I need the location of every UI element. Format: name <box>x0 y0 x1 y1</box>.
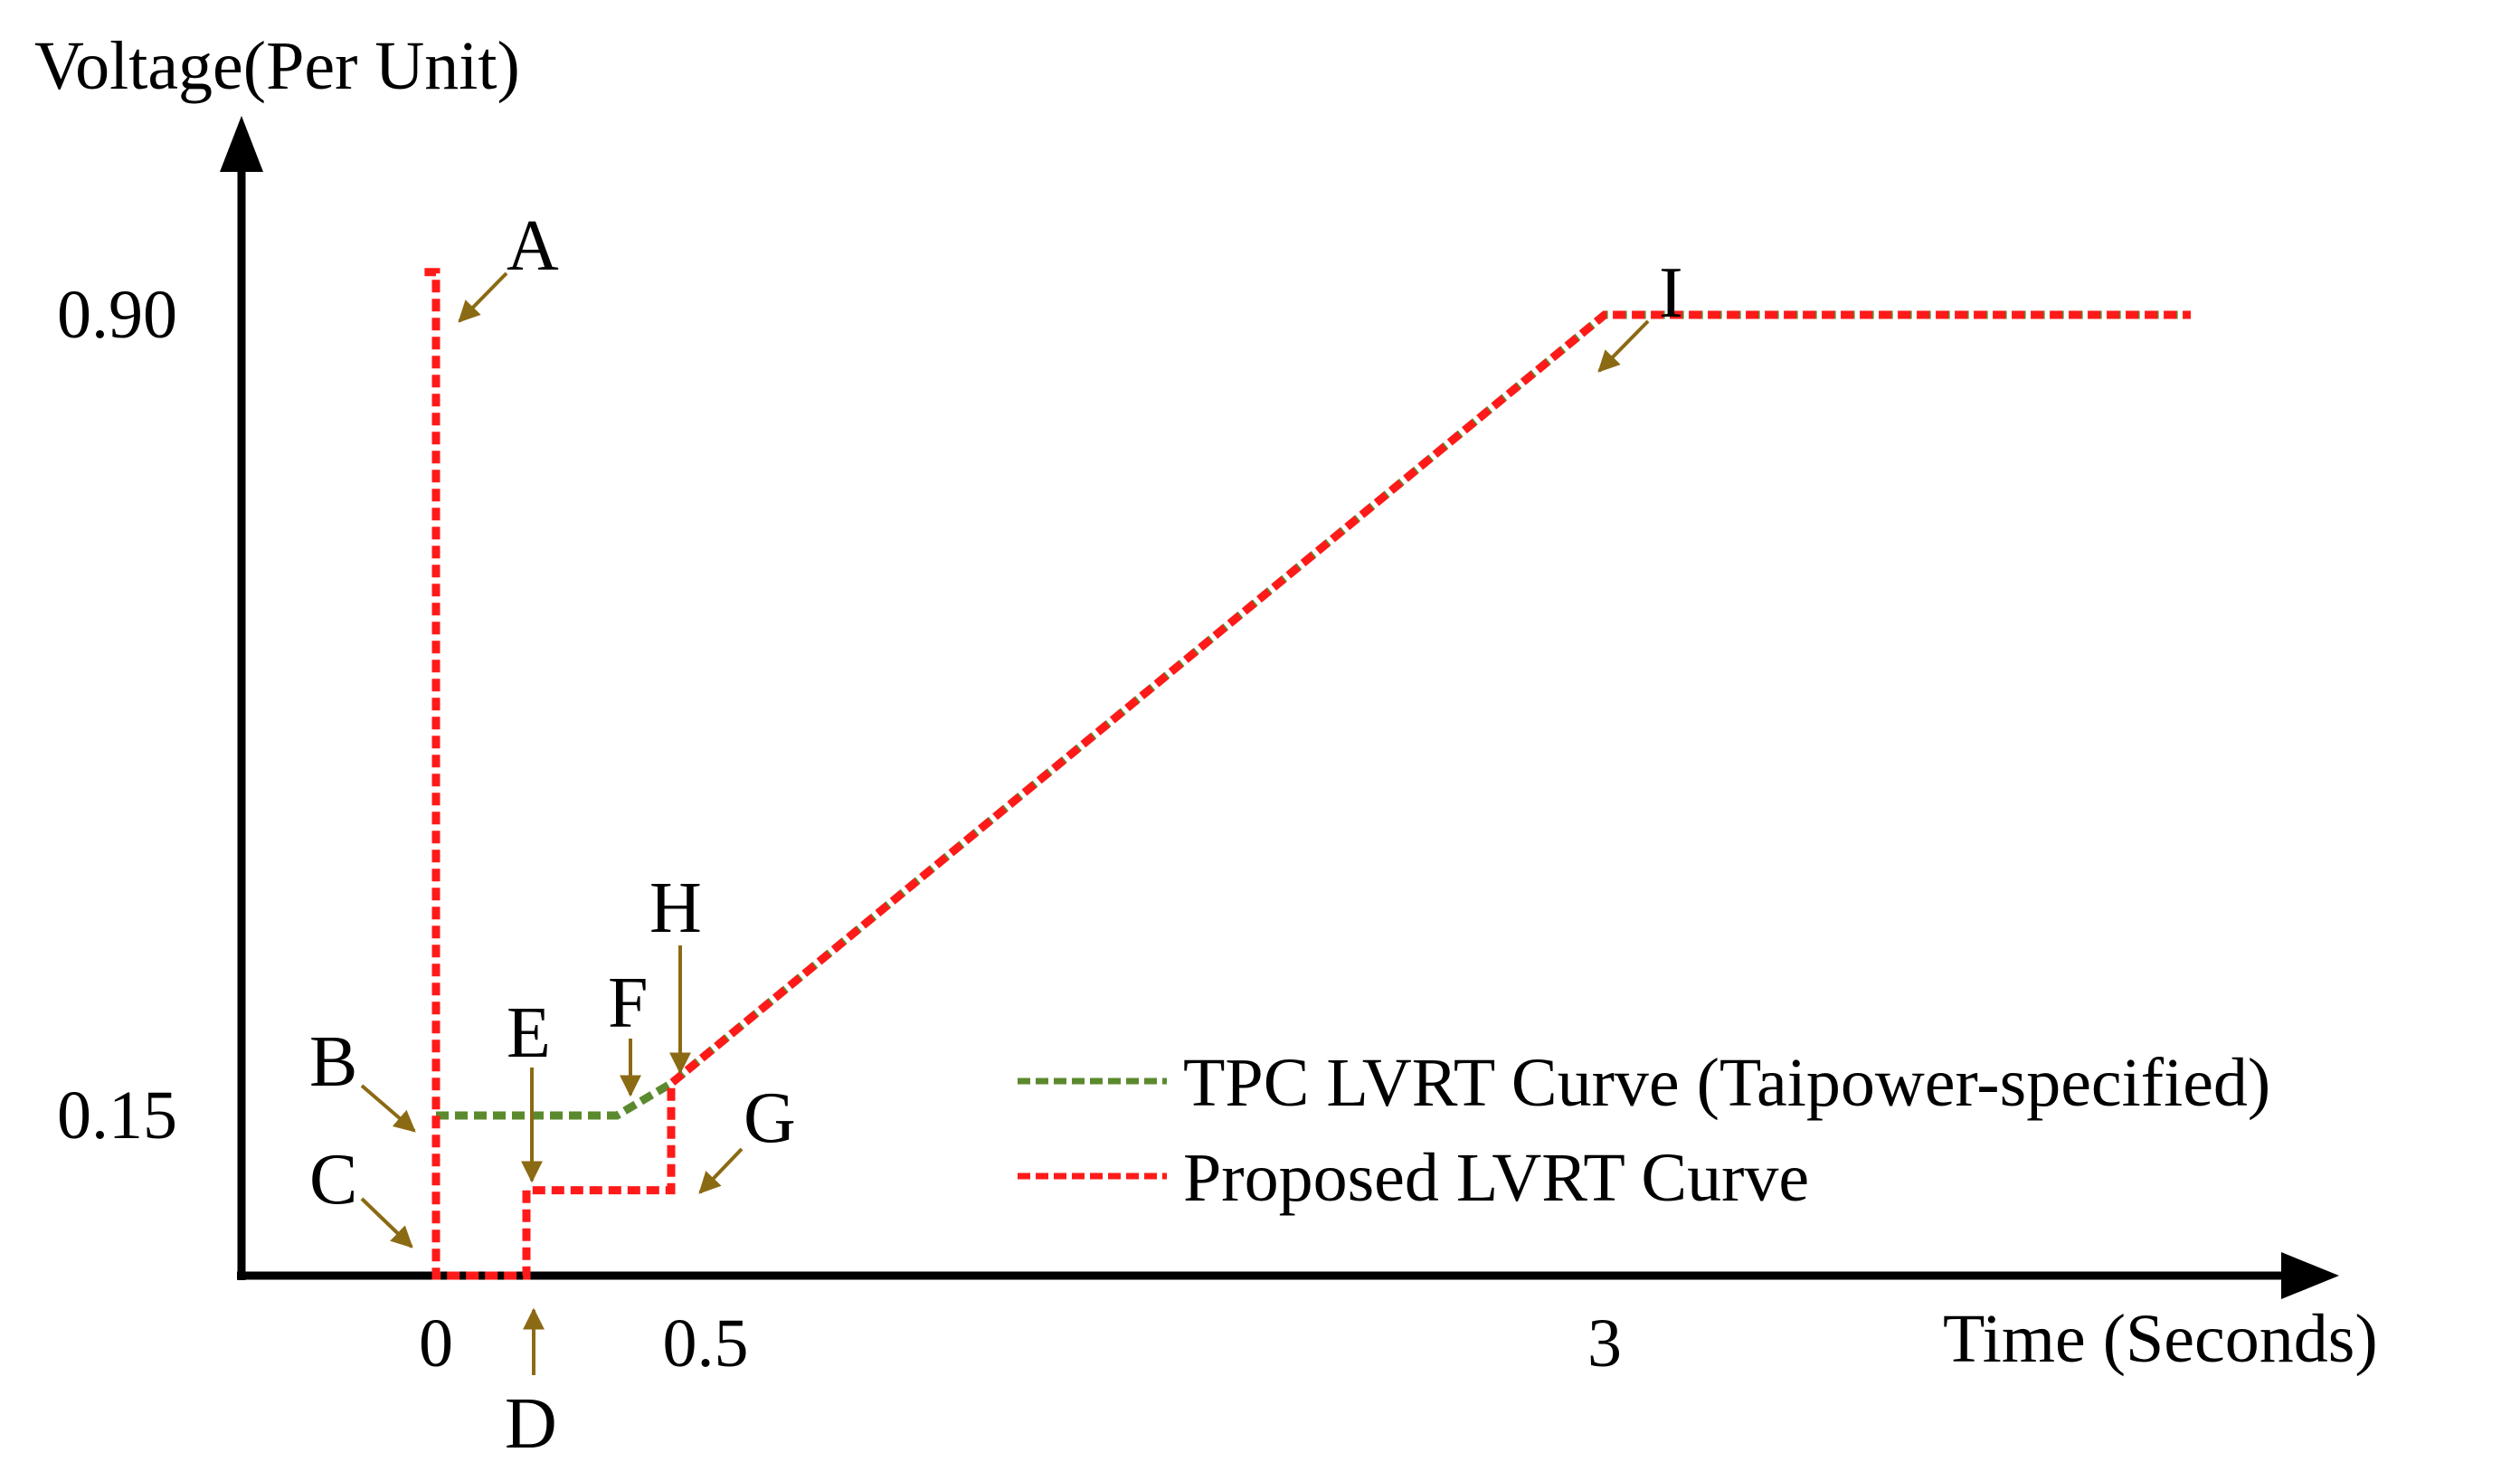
y-tick-label-015: 0.15 <box>57 1078 177 1153</box>
annotation-arrow-i <box>1597 319 1650 373</box>
legend-label-proposed: Proposed LVRT Curve <box>1183 1140 1809 1216</box>
x-tick-label-3: 3 <box>1587 1305 1622 1381</box>
annotation-arrow-a <box>458 271 508 323</box>
annotation-label-c: C <box>309 1140 357 1220</box>
x-axis-arrowhead <box>2281 1252 2339 1299</box>
y-axis-arrowhead <box>220 116 263 172</box>
series-line-proposed <box>424 268 2191 1280</box>
annotation-label-e: E <box>507 993 551 1073</box>
annotation-label-a: A <box>507 206 559 286</box>
x-axis-title: Time (Seconds) <box>1943 1301 2378 1377</box>
annotation-arrow-g <box>698 1147 744 1194</box>
legend: TPC LVRT Curve (Taipower-specified) Prop… <box>1018 1045 2270 1216</box>
x-tick-label-05: 0.5 <box>663 1305 749 1381</box>
annotation-label-f: F <box>608 964 649 1043</box>
x-tick-label-0: 0 <box>419 1305 453 1381</box>
annotation-label-h: H <box>649 869 702 948</box>
legend-label-tpc: TPC LVRT Curve (Taipower-specified) <box>1183 1045 2270 1121</box>
annotation-label-b: B <box>309 1022 357 1102</box>
series-line-tpc <box>436 310 2191 1120</box>
annotation-label-i: I <box>1659 253 1683 333</box>
annotation-arrow-b <box>360 1084 416 1133</box>
annotation-label-g: G <box>744 1078 796 1158</box>
y-tick-label-090: 0.90 <box>57 277 177 353</box>
annotation-arrow-c <box>360 1197 413 1248</box>
annotation-label-d: D <box>505 1384 557 1462</box>
y-axis-title: Voltage(Per Unit) <box>34 28 520 104</box>
